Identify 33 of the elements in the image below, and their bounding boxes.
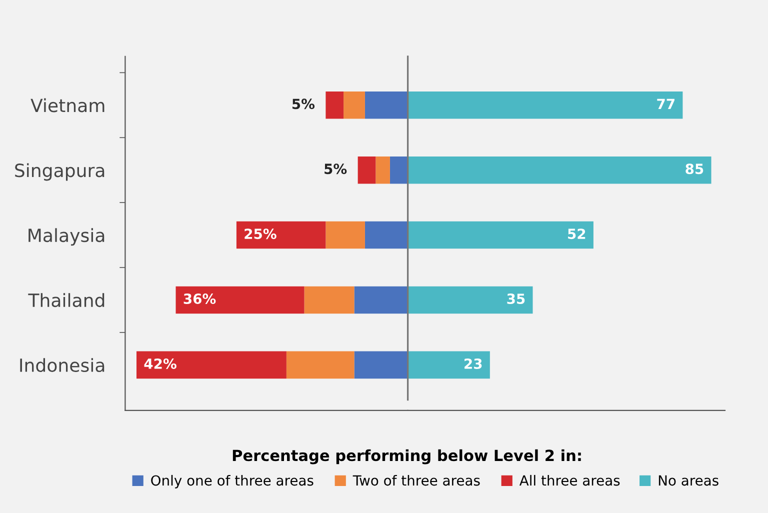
data-label: 36% [184,294,216,304]
y-tick-label: Thailand [28,293,104,308]
y-tick-label: Indonesia [20,358,104,372]
legend-label: Only one of three areas [151,474,314,488]
bar [304,286,354,314]
bar [136,351,286,379]
data-label: 23 [464,358,482,369]
data-label: 5% [292,98,315,110]
data-label: 52 [568,228,586,240]
legend-title: Percentage performing below Level 2 in: [232,449,581,464]
bar [390,156,408,184]
bar [326,221,365,249]
legend-label: No areas [658,475,718,486]
y-tick-label: Vietnam [30,98,104,112]
data-label: 85 [686,164,704,174]
y-tick-label: Singapura [15,163,104,181]
bar [376,156,390,184]
bar [358,156,376,184]
bar [326,92,344,119]
bar [236,221,326,249]
data-label: 35 [507,294,525,304]
data-label: 5% [324,164,347,174]
data-label: 77 [657,98,674,109]
data-label: 42% [144,358,176,369]
legend-label: All three areas [519,474,620,486]
bar [364,221,408,249]
bar [344,92,365,119]
legend-label: Two of three areas [352,474,480,486]
data-label: 25% [244,228,276,240]
bar [286,351,354,379]
bar [364,92,408,119]
bar [176,286,304,314]
y-tick-label: Malaysia [28,228,104,246]
